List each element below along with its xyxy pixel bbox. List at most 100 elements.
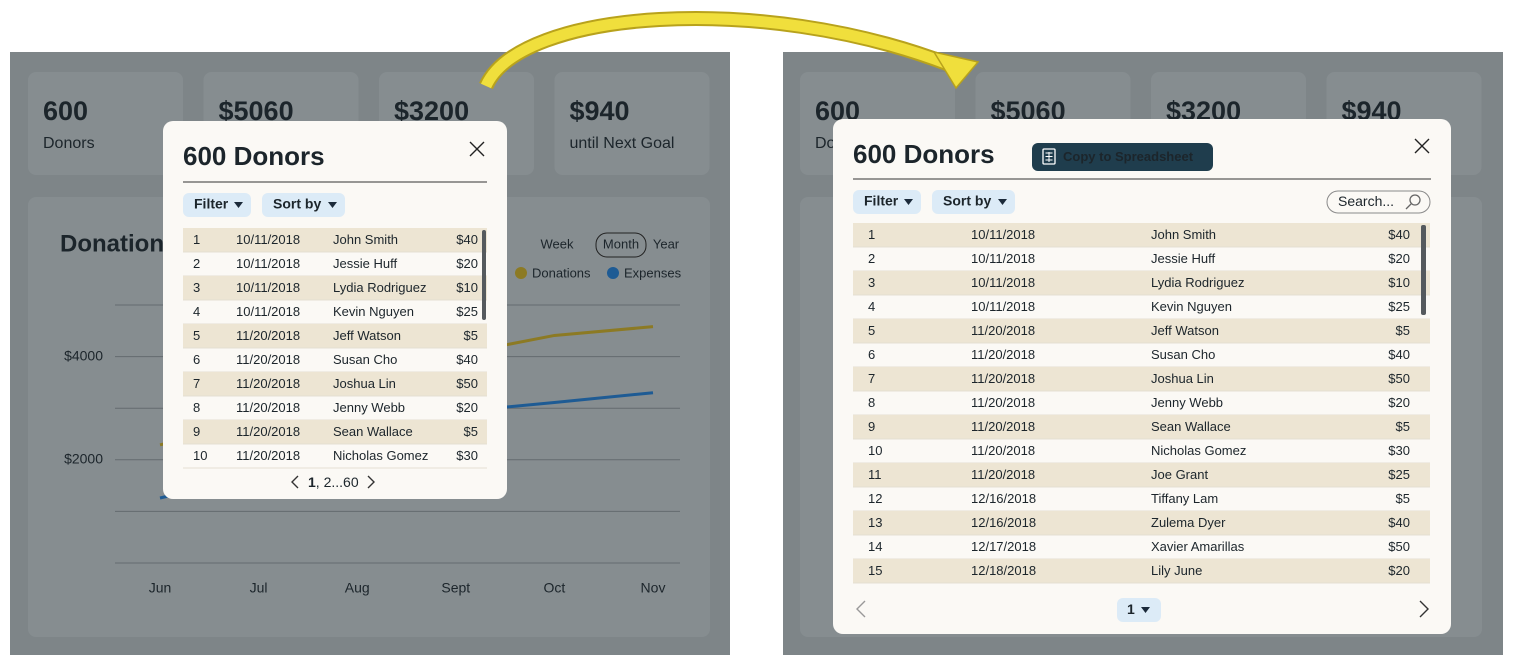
cell: $25 <box>456 304 478 319</box>
search-box[interactable] <box>1326 190 1431 214</box>
cell: Susan Cho <box>333 352 397 367</box>
cell: Lily June <box>1151 563 1202 578</box>
range-option[interactable]: Week <box>541 236 574 251</box>
cell: $20 <box>456 400 478 415</box>
cell: 15 <box>868 563 882 578</box>
cell: Lydia Rodriguez <box>333 280 426 295</box>
cell: $5 <box>1396 323 1410 338</box>
cell: 11/20/2018 <box>971 395 1035 410</box>
cell: 12/17/2018 <box>971 539 1036 554</box>
cell: Joshua Lin <box>1151 371 1214 386</box>
y-tick-label: $4000 <box>64 347 103 363</box>
cell: $5 <box>1396 491 1410 506</box>
close-button[interactable] <box>469 141 485 157</box>
cell: 8 <box>193 400 200 415</box>
cell: Sean Wallace <box>333 424 413 439</box>
cell: 11/20/2018 <box>971 419 1035 434</box>
transition-arrowhead <box>932 50 980 90</box>
cell: 10/11/2018 <box>971 275 1035 290</box>
next-arrow[interactable] <box>367 475 375 489</box>
cell: 10/11/2018 <box>236 280 300 295</box>
cell: $20 <box>1388 563 1410 578</box>
row-shade <box>183 276 487 300</box>
x-tick-label: Jun <box>149 580 172 596</box>
pagination: 1, 2...60 <box>308 474 359 490</box>
cell: 11/20/2018 <box>236 352 300 367</box>
cell: Kevin Nguyen <box>333 304 414 319</box>
filter-button[interactable] <box>183 193 251 217</box>
filter-label: Filter <box>864 193 899 209</box>
cell: 4 <box>868 299 875 314</box>
filter-button[interactable] <box>853 190 921 214</box>
cell: Jeff Watson <box>1151 323 1219 338</box>
cell: 3 <box>193 280 200 295</box>
cell: 6 <box>868 347 875 362</box>
cell: Susan Cho <box>1151 347 1215 362</box>
cell: $40 <box>456 232 478 247</box>
cell: 9 <box>868 419 875 434</box>
cell: John Smith <box>333 232 398 247</box>
next-arrow[interactable] <box>1419 600 1429 618</box>
page-current[interactable]: 1 <box>308 474 316 490</box>
page-select-label: 1 <box>1127 601 1135 617</box>
stat-card <box>554 72 710 175</box>
row-shade <box>853 463 1430 487</box>
cell: 11 <box>868 467 882 482</box>
scrollbar <box>1421 225 1426 315</box>
stat-label: Donors <box>43 135 95 152</box>
copy-button-label: Copy to Spreadsheet <box>1063 149 1194 164</box>
cell: $5 <box>464 424 478 439</box>
prev-arrow[interactable] <box>291 475 299 489</box>
sheet-icon <box>1042 148 1056 165</box>
cell: 7 <box>193 376 200 391</box>
cell: $50 <box>1388 539 1410 554</box>
row-shade <box>183 420 487 444</box>
sort-button[interactable] <box>932 190 1015 214</box>
cell: 12/18/2018 <box>971 563 1036 578</box>
caret <box>904 199 913 205</box>
cell: 10/11/2018 <box>971 299 1035 314</box>
cell: 5 <box>193 328 200 343</box>
cell: 14 <box>868 539 882 554</box>
cell: Kevin Nguyen <box>1151 299 1232 314</box>
row-shade <box>183 324 487 348</box>
range-option[interactable]: Month <box>603 236 639 251</box>
legend-label: Expenses <box>624 265 682 280</box>
cell: $10 <box>1388 275 1410 290</box>
range-option[interactable]: Year <box>653 236 680 251</box>
cell: $40 <box>1388 515 1410 530</box>
sort-button[interactable] <box>262 193 345 217</box>
stat-value: 600 <box>43 96 88 126</box>
modal-title: 600 Donors <box>853 139 995 169</box>
x-tick-label: Jul <box>250 580 268 596</box>
row-shade <box>183 372 487 396</box>
cell: 4 <box>193 304 200 319</box>
stat-label: until Next Goal <box>570 135 675 152</box>
cell: $20 <box>1388 395 1410 410</box>
cell: 10 <box>193 448 207 463</box>
cell: 11/20/2018 <box>236 376 300 391</box>
legend-dot <box>607 267 619 279</box>
cell: 11/20/2018 <box>236 328 300 343</box>
prev-arrow[interactable] <box>856 600 866 618</box>
page-select[interactable] <box>1117 598 1161 622</box>
cell: Sean Wallace <box>1151 419 1231 434</box>
row-shade <box>853 559 1430 583</box>
page-rest[interactable]: , 2...60 <box>316 474 359 490</box>
cell: 2 <box>193 256 200 271</box>
cell: $25 <box>1388 299 1410 314</box>
cell: Joe Grant <box>1151 467 1208 482</box>
cell: 3 <box>868 275 875 290</box>
cell: $10 <box>456 280 478 295</box>
cell: $20 <box>1388 251 1410 266</box>
close-button[interactable] <box>1414 138 1430 154</box>
copy-button[interactable] <box>1032 143 1213 171</box>
caret <box>234 202 243 208</box>
row-shade <box>853 367 1430 391</box>
sort-label: Sort by <box>943 193 991 209</box>
range-selected <box>595 232 647 258</box>
cell: 11/20/2018 <box>236 400 300 415</box>
cell: 9 <box>193 424 200 439</box>
row-shade <box>853 319 1430 343</box>
cell: John Smith <box>1151 227 1216 242</box>
